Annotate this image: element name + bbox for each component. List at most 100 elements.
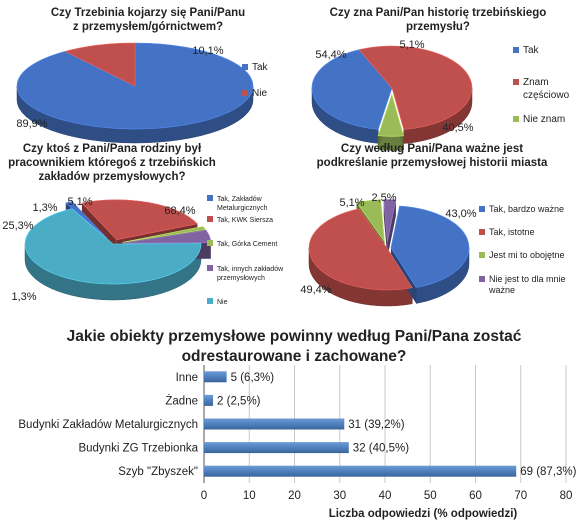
- legend-label: Nie jest to dla mnie: [489, 274, 566, 284]
- pie-data-label: 5,1%: [67, 196, 92, 208]
- legend-swatch: [242, 64, 248, 70]
- bar-data-label: 32 (40,5%): [353, 443, 409, 455]
- legend-label: Jest mi to obojętne: [489, 250, 565, 260]
- legend-swatch: [513, 47, 519, 53]
- chart-title: Czy Trzebinia kojarzy się Pani/Panu: [51, 7, 245, 19]
- x-tick-label: 30: [333, 490, 346, 502]
- legend-swatch: [479, 252, 485, 258]
- bar: [204, 442, 349, 454]
- legend-label: Nie: [252, 88, 267, 99]
- pie-data-label: 5,1%: [399, 39, 424, 51]
- chart-title: pracownikiem któregoś z trzebińskich: [8, 157, 216, 169]
- pie-slice: [308, 208, 413, 291]
- pie-data-label: 49,4%: [300, 284, 331, 296]
- legend-label: Tak, Górka Cement: [217, 241, 277, 248]
- legend-swatch: [207, 298, 213, 304]
- x-tick-label: 40: [379, 490, 392, 502]
- pie-slice: [358, 45, 473, 130]
- pie-data-label: 2,5%: [371, 192, 396, 204]
- x-tick-label: 10: [243, 490, 256, 502]
- bar-data-label: 2 (2,5%): [217, 395, 261, 407]
- bar-data-label: 31 (39,2%): [348, 419, 404, 431]
- y-category-label: Inne: [176, 372, 198, 384]
- pie-slice-cut: [383, 199, 388, 258]
- legend-label: Tak, bardzo ważne: [489, 204, 564, 214]
- bar-data-label: 69 (87,3%): [520, 466, 576, 478]
- legend-swatch: [479, 229, 485, 235]
- pie-chart-3: [24, 199, 212, 301]
- bar: [204, 394, 214, 406]
- legend-label: Tak: [252, 62, 269, 73]
- bar: [204, 371, 227, 383]
- legend-swatch: [207, 216, 213, 222]
- pie-data-label: 5,1%: [339, 197, 364, 209]
- pie-data-label: 68,4%: [164, 205, 195, 217]
- pie-data-label: 40,5%: [442, 122, 473, 134]
- legend-label: Tak, istotne: [489, 227, 535, 237]
- y-category-label: Szyb "Zbyszek": [118, 466, 198, 478]
- x-axis-title: Liczba odpowiedzi (% odpowiedzi): [329, 508, 518, 520]
- legend-swatch: [242, 90, 248, 96]
- x-tick-label: 50: [424, 490, 437, 502]
- pie-slice: [122, 226, 207, 243]
- y-category-label: Budynki ZG Trzebionka: [78, 443, 198, 455]
- x-tick-label: 80: [560, 490, 573, 502]
- legend-swatch: [513, 116, 519, 122]
- pie-slice: [65, 201, 108, 239]
- legend-swatch: [207, 265, 213, 271]
- legend-swatch: [479, 206, 485, 212]
- x-tick-label: 70: [514, 490, 527, 502]
- legend-label: Nie: [217, 299, 228, 306]
- pie-data-label: 89,9%: [16, 118, 47, 130]
- legend-swatch: [513, 79, 519, 85]
- chart-title: z przemysłem/górnictwem?: [73, 21, 223, 33]
- x-tick-label: 20: [288, 490, 301, 502]
- pie-slice: [311, 49, 393, 130]
- y-category-label: Budynki Zakładów Metalurgicznych: [18, 419, 198, 431]
- bar-data-label: 5 (6,3%): [231, 372, 275, 384]
- pie-slice: [390, 205, 470, 288]
- chart-title: Czy zna Pani/Pan historię trzebińskiego: [330, 7, 547, 19]
- legend-label: częściowo: [523, 90, 570, 101]
- y-category-label: Żadne: [165, 394, 198, 407]
- pie-chart-4: [308, 199, 470, 307]
- pie-data-label: 1,3%: [32, 202, 57, 214]
- legend-label: Tak, innych zakładów: [217, 266, 284, 273]
- legend-swatch: [207, 240, 213, 246]
- legend-swatch: [207, 195, 213, 201]
- legend-label: Tak, KWK Siersza: [217, 217, 273, 224]
- chart-title: Jakie obiekty przemysłowe powinny według…: [67, 328, 522, 345]
- pie-slice: [24, 208, 202, 285]
- legend-swatch: [479, 276, 485, 282]
- pie-slice-cut: [387, 199, 396, 258]
- pie-data-label: 43,0%: [445, 208, 476, 220]
- x-tick-label: 60: [469, 490, 482, 502]
- legend-label: ważne: [488, 285, 515, 295]
- legend-label: Tak: [523, 45, 540, 56]
- chart-title: przemysłu?: [406, 21, 470, 33]
- pie-chart-1: [16, 42, 254, 144]
- chart-title: podkreślanie przemysłowej historii miast…: [317, 157, 548, 169]
- chart-title: odrestaurowane i zachowane?: [182, 348, 407, 365]
- legend-label: Nie znam: [523, 114, 565, 125]
- chart-title: Czy ktoś z Pani/Pana rodziny był: [23, 143, 202, 155]
- pie-slice: [81, 199, 199, 241]
- bar: [204, 418, 345, 430]
- legend-label: Tak, Zakładów: [217, 196, 263, 203]
- chart-title: zakładów przemysłowych?: [39, 171, 186, 183]
- pie-chart-2: [311, 45, 473, 151]
- pie-slice: [64, 42, 136, 87]
- chart-title: Czy według Pani/Pana ważne jest: [341, 143, 523, 155]
- pie-data-label: 10,1%: [192, 45, 223, 57]
- pie-slice: [383, 199, 397, 242]
- x-tick-label: 0: [201, 490, 207, 502]
- legend-label: przemysłowych: [217, 275, 265, 282]
- legend-label: Metalurgicznych: [217, 205, 268, 212]
- pie-data-label: 1,3%: [11, 291, 36, 303]
- pie-data-label: 54,4%: [315, 49, 346, 61]
- pie-slice: [377, 93, 405, 137]
- pie-data-label: 25,3%: [2, 220, 33, 232]
- legend-label: Znam: [523, 77, 549, 88]
- pie-slice: [355, 199, 385, 243]
